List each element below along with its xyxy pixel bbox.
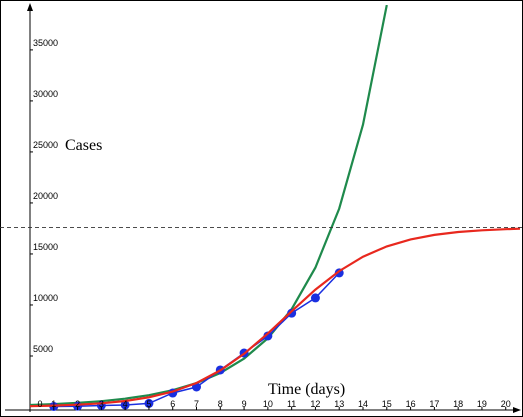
- y-tick-label: 30000: [33, 89, 58, 99]
- y-tick-label: 10000: [33, 293, 58, 303]
- x-tick-label: 0: [37, 399, 42, 409]
- x-tick-label: 13: [334, 399, 344, 409]
- x-tick-label: 15: [382, 399, 392, 409]
- x-tick-label: 6: [170, 399, 175, 409]
- plot-area: [30, 5, 521, 411]
- x-tick-label: 20: [501, 399, 511, 409]
- x-tick-label: 9: [242, 399, 247, 409]
- data-point: [120, 400, 130, 410]
- x-tick-label: 18: [453, 399, 463, 409]
- x-tick-label: 8: [218, 399, 223, 409]
- x-tick-label: 19: [477, 399, 487, 409]
- x-axis-arrow: [513, 407, 521, 413]
- x-tick-label: 16: [406, 399, 416, 409]
- data-point: [263, 331, 273, 341]
- x-tick-label: 7: [194, 399, 199, 409]
- x-axis-label: Time (days): [268, 381, 345, 398]
- x-tick-label: 5: [146, 399, 151, 409]
- x-tick-label: 4: [123, 399, 128, 409]
- x-tick-label: 3: [99, 399, 104, 409]
- y-tick-label: 35000: [33, 38, 58, 48]
- x-tick-label: 12: [310, 399, 320, 409]
- x-tick-label: 1: [51, 399, 56, 409]
- x-tick-label: 14: [358, 399, 368, 409]
- x-tick-label: 10: [263, 399, 273, 409]
- y-tick-label: 15000: [33, 242, 58, 252]
- data-point: [310, 293, 320, 303]
- series-line: [30, 227, 521, 408]
- y-axis-arrow: [27, 3, 33, 11]
- y-tick-label: 25000: [33, 140, 58, 150]
- x-tick-label: 2: [75, 399, 80, 409]
- y-tick-label: 5000: [33, 344, 53, 354]
- x-tick-label: 17: [429, 399, 439, 409]
- x-tick-label: 11: [287, 399, 296, 409]
- data-point: [287, 308, 297, 318]
- series-line: [30, 5, 388, 407]
- y-axis-label: Cases: [65, 137, 102, 154]
- data-point: [144, 398, 154, 408]
- y-tick-label: 20000: [33, 191, 58, 201]
